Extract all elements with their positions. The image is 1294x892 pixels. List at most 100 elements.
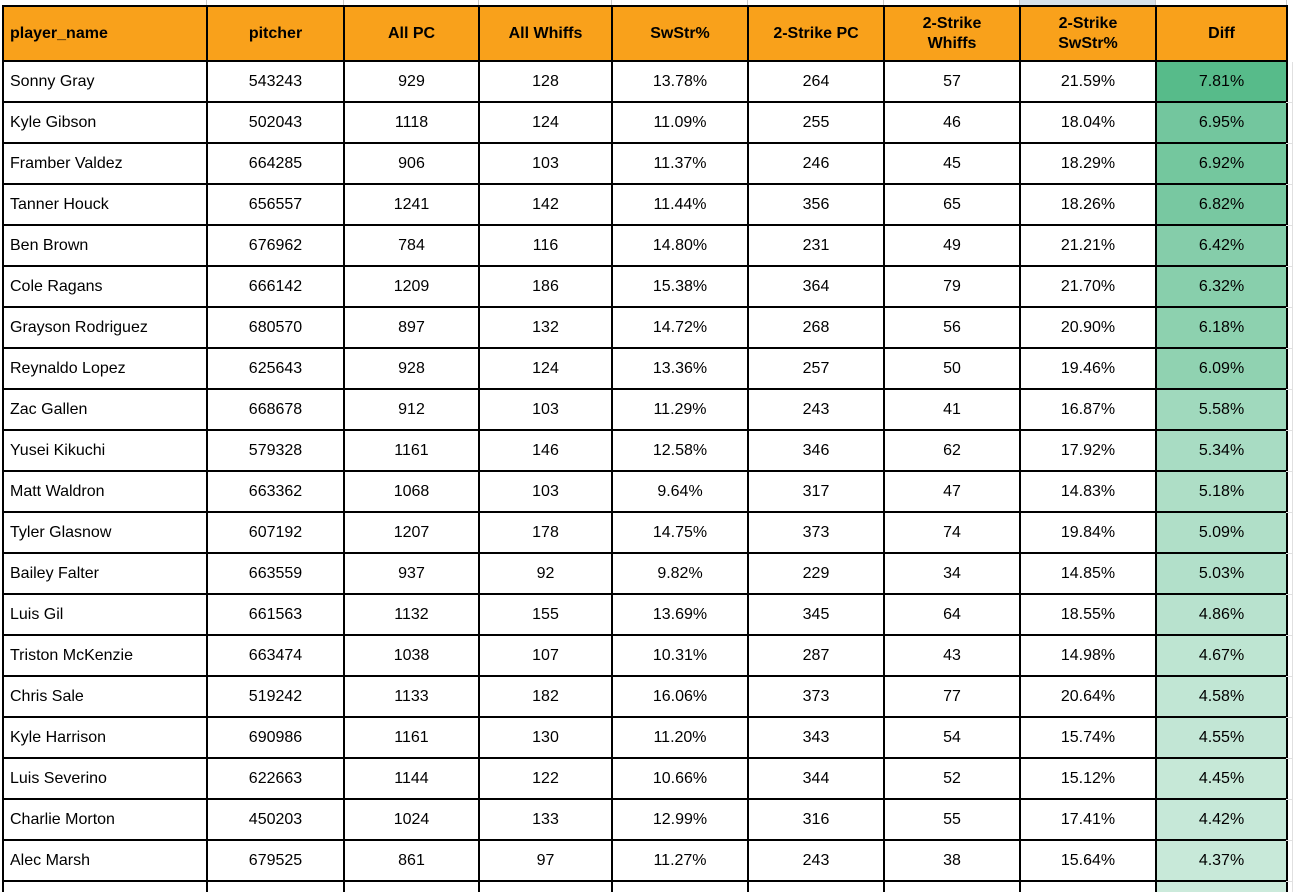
cell-swstr[interactable]: 11.09% xyxy=(611,101,749,144)
cell-pitcher[interactable] xyxy=(206,880,345,892)
cell-two_strike_whiffs[interactable]: 64 xyxy=(883,593,1021,636)
cell-all_whiffs[interactable]: 103 xyxy=(478,142,613,185)
cell-two_strike_swstr[interactable]: 17.41% xyxy=(1019,798,1157,841)
cell-pitcher[interactable]: 625643 xyxy=(206,347,345,390)
cell-pitcher[interactable]: 668678 xyxy=(206,388,345,431)
cell-two_strike_swstr[interactable]: 14.98% xyxy=(1019,634,1157,677)
cell-all_whiffs[interactable]: 146 xyxy=(478,429,613,472)
cell-diff[interactable]: 5.09% xyxy=(1155,511,1288,554)
cell-swstr[interactable]: 14.80% xyxy=(611,224,749,267)
cell-two_strike_swstr[interactable]: 19.46% xyxy=(1019,347,1157,390)
cell-two_strike_swstr[interactable]: 18.55% xyxy=(1019,593,1157,636)
cell-swstr[interactable]: 11.29% xyxy=(611,388,749,431)
cell-all_whiffs[interactable]: 130 xyxy=(478,716,613,759)
cell-player_name[interactable]: Kyle Harrison xyxy=(2,716,208,759)
cell-diff[interactable]: 6.82% xyxy=(1155,183,1288,226)
cell-all_pc[interactable]: 1038 xyxy=(343,634,480,677)
cell-player_name[interactable]: Reynaldo Lopez xyxy=(2,347,208,390)
cell-two_strike_whiffs[interactable]: 65 xyxy=(883,183,1021,226)
cell-two_strike_pc[interactable]: 287 xyxy=(747,634,885,677)
cell-two_strike_pc[interactable]: 243 xyxy=(747,839,885,882)
cell-diff[interactable]: 4.42% xyxy=(1155,798,1288,841)
cell-all_whiffs[interactable]: 178 xyxy=(478,511,613,554)
cell-two_strike_whiffs[interactable]: 41 xyxy=(883,388,1021,431)
cell-two_strike_swstr[interactable]: 15.12% xyxy=(1019,757,1157,800)
cell-pitcher[interactable]: 663362 xyxy=(206,470,345,513)
cell-two_strike_whiffs[interactable]: 77 xyxy=(883,675,1021,718)
cell-all_pc[interactable]: 937 xyxy=(343,552,480,595)
cell-player_name[interactable]: Tanner Houck xyxy=(2,183,208,226)
cell-diff[interactable]: 6.09% xyxy=(1155,347,1288,390)
column-header-two_strike_pc[interactable]: 2-Strike PC xyxy=(747,5,885,62)
cell-all_whiffs[interactable]: 128 xyxy=(478,60,613,103)
cell-pitcher[interactable]: 579328 xyxy=(206,429,345,472)
cell-pitcher[interactable]: 676962 xyxy=(206,224,345,267)
cell-all_whiffs[interactable]: 122 xyxy=(478,757,613,800)
cell-pitcher[interactable]: 519242 xyxy=(206,675,345,718)
cell-swstr[interactable]: 11.37% xyxy=(611,142,749,185)
cell-all_pc[interactable]: 906 xyxy=(343,142,480,185)
cell-pitcher[interactable]: 607192 xyxy=(206,511,345,554)
cell-diff[interactable]: 6.18% xyxy=(1155,306,1288,349)
cell-pitcher[interactable]: 663559 xyxy=(206,552,345,595)
cell-player_name[interactable]: Kyle Gibson xyxy=(2,101,208,144)
cell-all_whiffs[interactable]: 116 xyxy=(478,224,613,267)
cell-diff[interactable]: 6.42% xyxy=(1155,224,1288,267)
cell-two_strike_pc[interactable]: 356 xyxy=(747,183,885,226)
cell-two_strike_pc[interactable]: 317 xyxy=(747,470,885,513)
cell-all_whiffs[interactable]: 97 xyxy=(478,839,613,882)
cell-player_name[interactable]: Cole Ragans xyxy=(2,265,208,308)
column-header-player_name[interactable]: player_name xyxy=(2,5,208,62)
cell-two_strike_pc[interactable]: 373 xyxy=(747,675,885,718)
cell-pitcher[interactable]: 664285 xyxy=(206,142,345,185)
cell-all_pc[interactable]: 1161 xyxy=(343,429,480,472)
cell-two_strike_whiffs[interactable]: 49 xyxy=(883,224,1021,267)
cell-pitcher[interactable]: 663474 xyxy=(206,634,345,677)
cell-pitcher[interactable]: 450203 xyxy=(206,798,345,841)
cell-all_whiffs[interactable]: 142 xyxy=(478,183,613,226)
cell-two_strike_pc[interactable]: 345 xyxy=(747,593,885,636)
column-header-all_pc[interactable]: All PC xyxy=(343,5,480,62)
cell-two_strike_pc[interactable]: 268 xyxy=(747,306,885,349)
cell-two_strike_pc[interactable]: 343 xyxy=(747,716,885,759)
cell-two_strike_whiffs[interactable]: 55 xyxy=(883,798,1021,841)
cell-all_pc[interactable]: 1209 xyxy=(343,265,480,308)
cell-all_pc[interactable] xyxy=(343,880,480,892)
cell-all_pc[interactable]: 1207 xyxy=(343,511,480,554)
cell-pitcher[interactable]: 680570 xyxy=(206,306,345,349)
column-header-two_strike_swstr[interactable]: 2-Strike SwStr% xyxy=(1019,5,1157,62)
cell-all_pc[interactable]: 1024 xyxy=(343,798,480,841)
cell-two_strike_pc[interactable]: 229 xyxy=(747,552,885,595)
cell-swstr[interactable]: 10.66% xyxy=(611,757,749,800)
cell-two_strike_swstr[interactable] xyxy=(1019,880,1157,892)
cell-two_strike_swstr[interactable]: 18.29% xyxy=(1019,142,1157,185)
cell-player_name[interactable]: Luis Gil xyxy=(2,593,208,636)
cell-two_strike_swstr[interactable]: 21.21% xyxy=(1019,224,1157,267)
cell-all_whiffs[interactable]: 182 xyxy=(478,675,613,718)
column-header-diff[interactable]: Diff xyxy=(1155,5,1288,62)
cell-all_pc[interactable]: 861 xyxy=(343,839,480,882)
cell-two_strike_swstr[interactable]: 19.84% xyxy=(1019,511,1157,554)
cell-two_strike_swstr[interactable]: 20.90% xyxy=(1019,306,1157,349)
cell-two_strike_swstr[interactable]: 17.92% xyxy=(1019,429,1157,472)
cell-two_strike_swstr[interactable]: 14.83% xyxy=(1019,470,1157,513)
cell-diff[interactable]: 4.58% xyxy=(1155,675,1288,718)
cell-player_name[interactable]: Framber Valdez xyxy=(2,142,208,185)
cell-swstr[interactable]: 14.75% xyxy=(611,511,749,554)
cell-two_strike_whiffs[interactable]: 47 xyxy=(883,470,1021,513)
cell-all_pc[interactable]: 1241 xyxy=(343,183,480,226)
cell-two_strike_whiffs[interactable]: 34 xyxy=(883,552,1021,595)
cell-swstr[interactable] xyxy=(611,880,749,892)
cell-all_whiffs[interactable]: 124 xyxy=(478,347,613,390)
cell-two_strike_whiffs[interactable]: 62 xyxy=(883,429,1021,472)
cell-diff[interactable]: 6.32% xyxy=(1155,265,1288,308)
cell-two_strike_whiffs[interactable] xyxy=(883,880,1021,892)
cell-player_name[interactable]: Ben Brown xyxy=(2,224,208,267)
cell-player_name[interactable]: Grayson Rodriguez xyxy=(2,306,208,349)
cell-two_strike_swstr[interactable]: 16.87% xyxy=(1019,388,1157,431)
cell-diff[interactable]: 4.86% xyxy=(1155,593,1288,636)
cell-all_whiffs[interactable]: 107 xyxy=(478,634,613,677)
cell-swstr[interactable]: 16.06% xyxy=(611,675,749,718)
cell-diff[interactable]: 4.37% xyxy=(1155,839,1288,882)
cell-two_strike_whiffs[interactable]: 54 xyxy=(883,716,1021,759)
